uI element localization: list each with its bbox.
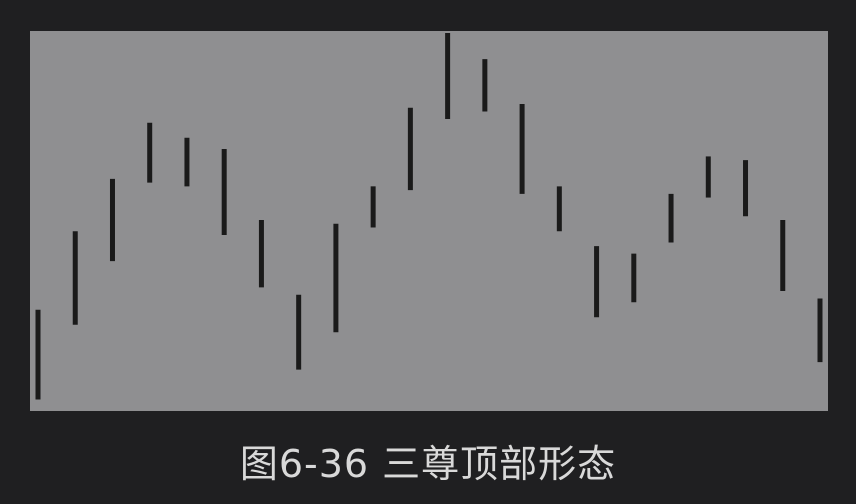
bar-chart-svg bbox=[35, 33, 823, 400]
figure-caption: 图6-36 三尊顶部形态 bbox=[239, 442, 617, 486]
chart-plot-area bbox=[30, 31, 828, 411]
